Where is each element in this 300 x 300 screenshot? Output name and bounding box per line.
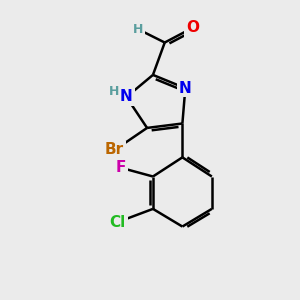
Text: N: N xyxy=(120,89,133,104)
Text: H: H xyxy=(133,23,143,36)
Text: Br: Br xyxy=(105,142,124,158)
Text: F: F xyxy=(116,160,126,175)
Text: Cl: Cl xyxy=(110,214,126,230)
Text: H: H xyxy=(109,85,119,98)
Text: N: N xyxy=(179,81,192,96)
Text: O: O xyxy=(186,20,199,35)
